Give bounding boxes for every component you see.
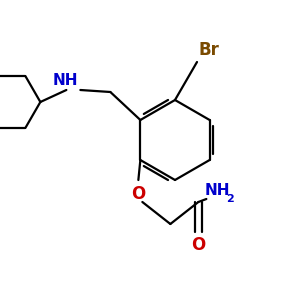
Text: 2: 2 xyxy=(226,194,234,204)
Text: O: O xyxy=(191,236,206,254)
Text: O: O xyxy=(131,185,146,203)
Text: Br: Br xyxy=(199,41,220,59)
Text: NH: NH xyxy=(53,73,78,88)
Text: NH: NH xyxy=(204,183,230,198)
